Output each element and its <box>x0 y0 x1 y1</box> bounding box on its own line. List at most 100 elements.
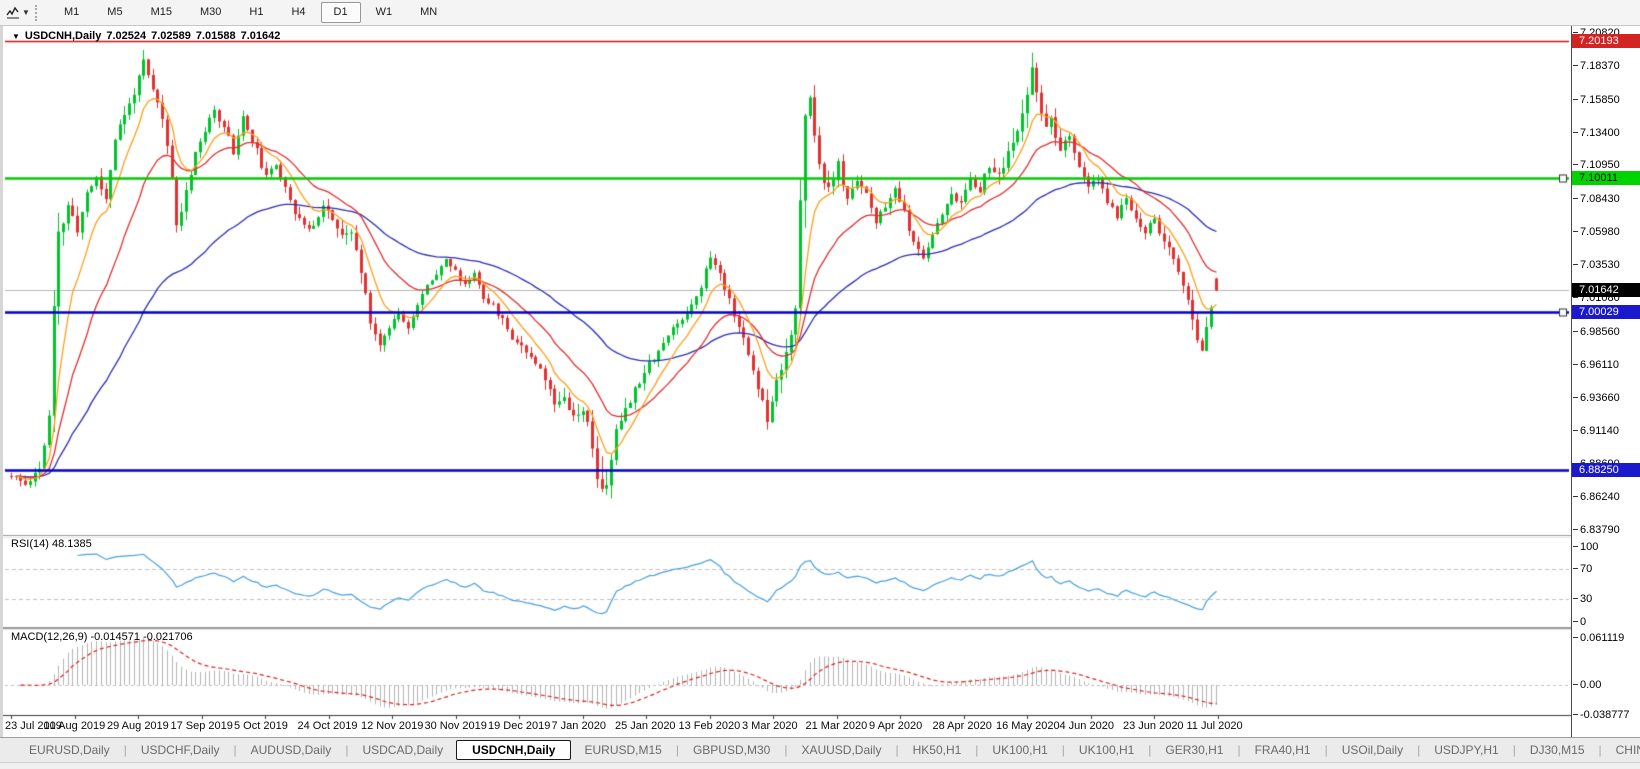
timeframe-button-h1[interactable]: H1 <box>249 6 264 18</box>
date-axis-label: 21 Mar 2020 <box>805 720 868 732</box>
rsi-axis-label: 70 <box>1573 563 1592 575</box>
quote-high: 7.02589 <box>151 30 191 42</box>
tab-separator: | <box>1417 743 1421 757</box>
tab-separator: | <box>1512 743 1516 757</box>
tab-ger30-h1[interactable]: GER30,H1 <box>1165 743 1224 757</box>
tab-eurusd-m15[interactable]: EURUSD,M15 <box>584 743 662 757</box>
tab-usdjpy-h1[interactable]: USDJPY,H1 <box>1434 743 1499 757</box>
current-price-badge: 7.01642 <box>1572 283 1640 298</box>
date-axis-label: 9 Apr 2020 <box>869 720 923 732</box>
date-axis-label: 11 Jul 2020 <box>1186 720 1243 732</box>
tab-fra40-h1[interactable]: FRA40,H1 <box>1254 743 1311 757</box>
tab-separator: | <box>975 743 979 757</box>
date-axis-label: 13 Feb 2020 <box>678 720 741 732</box>
timeframe-button-mn[interactable]: MN <box>420 6 438 18</box>
tab-hk50-h1[interactable]: HK50,H1 <box>912 743 962 757</box>
chart-symbol-label: USDCNH,Daily <box>24 30 102 42</box>
macd-axis-label: 0.061119 <box>1573 632 1624 644</box>
cursor-tool-button[interactable]: ▼ <box>5 3 31 23</box>
timeframe-button-m1[interactable]: M1 <box>64 6 80 18</box>
tab-separator: | <box>1324 743 1328 757</box>
price-axis-label: 6.91140 <box>1573 425 1619 437</box>
timeframe-toolbar: M1 M5 M15 M30 H1 H4 D1 W1 MN <box>50 2 451 23</box>
crosshair-icon <box>6 6 20 18</box>
timeframe-button-m5[interactable]: M5 <box>107 6 123 18</box>
date-axis-label: 17 Sep 2019 <box>170 720 233 732</box>
price-axis-label: 7.03530 <box>1573 259 1620 271</box>
tab-usdchf-daily[interactable]: USDCHF,Daily <box>140 743 220 757</box>
tab-eurusd-daily[interactable]: EURUSD,Daily <box>29 743 110 757</box>
price-axis-label: 7.08430 <box>1573 193 1620 205</box>
date-axis-label: 4 Jun 2020 <box>1059 720 1114 732</box>
date-axis-label: 7 Jan 2020 <box>551 720 606 732</box>
date-axis-label: 29 Aug 2019 <box>107 720 169 732</box>
chart-canvas[interactable] <box>3 26 1571 737</box>
date-axis-label: 23 Jun 2020 <box>1123 720 1184 732</box>
timeframe-button-m15[interactable]: M15 <box>150 6 172 18</box>
price-level-badge: 7.10011 <box>1572 171 1640 186</box>
macd-indicator-label: MACD(12,26,9) -0.014571 -0.021706 <box>11 631 193 643</box>
tab-usdcnh-daily[interactable]: USDCNH,Daily <box>456 740 572 760</box>
price-level-badge: 7.00029 <box>1572 305 1640 320</box>
price-axis-label: 6.93660 <box>1573 392 1620 404</box>
price-axis[interactable]: 7.20820 7.18370 7.15850 7.13400 7.10950 7.084… <box>1571 26 1640 737</box>
tab-china300-h4[interactable]: CHINA300,H4 <box>1615 743 1640 757</box>
chart-window: ▼ USDCNH,Daily 7.02524 7.02589 7.01588 7… <box>0 26 1640 737</box>
tab-audusd-daily[interactable]: AUDUSD,Daily <box>250 743 332 757</box>
tab-separator: | <box>1598 743 1602 757</box>
tab-dj30-m15[interactable]: DJ30,M15 <box>1529 743 1585 757</box>
tab-usoil-daily[interactable]: USOil,Daily <box>1341 743 1404 757</box>
date-axis-label: 30 Nov 2019 <box>424 720 487 732</box>
timeframe-button-w1[interactable]: W1 <box>375 6 393 18</box>
collapse-arrow-icon[interactable]: ▼ <box>12 31 20 41</box>
timeframe-button-h4[interactable]: H4 <box>291 6 306 18</box>
rsi-indicator-label: RSI(14) 48.1385 <box>11 538 92 550</box>
rsi-axis-label: 30 <box>1573 593 1592 605</box>
rsi-axis-label: 0 <box>1573 616 1586 628</box>
price-axis-label: 6.86240 <box>1573 491 1620 503</box>
tab-gbpusd-m30[interactable]: GBPUSD,M30 <box>692 743 771 757</box>
date-axis-label: 28 Apr 2020 <box>932 720 992 732</box>
price-axis-label: 6.96110 <box>1573 359 1619 371</box>
tab-separator: | <box>1237 743 1241 757</box>
price-axis-label: 7.15850 <box>1573 94 1620 106</box>
top-toolbar: ▼ M1 M5 M15 M30 H1 H4 D1 W1 MN <box>0 0 1640 26</box>
price-axis-label: 6.98560 <box>1573 326 1620 338</box>
price-axis-label: 7.05980 <box>1573 226 1620 238</box>
tab-separator: | <box>1061 743 1065 757</box>
price-level-badge: 7.20193 <box>1572 34 1640 49</box>
tab-separator: | <box>345 743 349 757</box>
macd-axis-label: 0.00 <box>1573 679 1601 691</box>
quote-low: 7.01588 <box>195 30 236 42</box>
tab-separator: | <box>233 743 237 757</box>
tab-separator: | <box>675 743 679 757</box>
tab-uk100-h1[interactable]: UK100,H1 <box>1078 743 1135 757</box>
tab-usdcad-daily[interactable]: USDCAD,Daily <box>362 743 444 757</box>
status-strip <box>0 763 1640 769</box>
price-axis-label: 7.10950 <box>1573 159 1620 171</box>
tab-separator: | <box>895 743 899 757</box>
price-axis-label: 7.13400 <box>1573 127 1620 139</box>
chart-tab-bar: EURUSD,Daily | USDCHF,Daily | AUDUSD,Daily | U… <box>0 737 1640 763</box>
date-axis-label: 25 Jan 2020 <box>615 720 676 732</box>
price-level-badge: 6.88250 <box>1572 463 1640 478</box>
quote-close: 7.01642 <box>240 30 281 42</box>
date-axis-label: 16 May 2020 <box>996 720 1060 732</box>
tab-separator: | <box>784 743 788 757</box>
timeframe-button-d1[interactable]: D1 <box>320 2 361 23</box>
tab-xauusd-daily[interactable]: XAUUSD,Daily <box>801 743 882 757</box>
toolbar-grip <box>35 4 44 21</box>
tab-separator: | <box>123 743 127 757</box>
date-axis-label: 24 Oct 2019 <box>297 720 358 732</box>
date-axis-label: 23 Jul 2019 <box>5 720 62 732</box>
chevron-down-icon[interactable]: ▼ <box>22 8 30 17</box>
tab-separator: | <box>1148 743 1152 757</box>
date-axis-label: 3 Mar 2020 <box>742 720 798 732</box>
rsi-axis-label: 100 <box>1573 541 1598 553</box>
quote-open: 7.02524 <box>106 30 147 42</box>
date-axis-label: 10 Aug 2019 <box>43 720 106 732</box>
tab-uk100-h1[interactable]: UK100,H1 <box>992 743 1048 757</box>
timeframe-button-m30[interactable]: M30 <box>199 6 222 18</box>
price-axis-label: 7.18370 <box>1573 60 1620 72</box>
macd-axis-label: -0.038777 <box>1573 709 1630 721</box>
